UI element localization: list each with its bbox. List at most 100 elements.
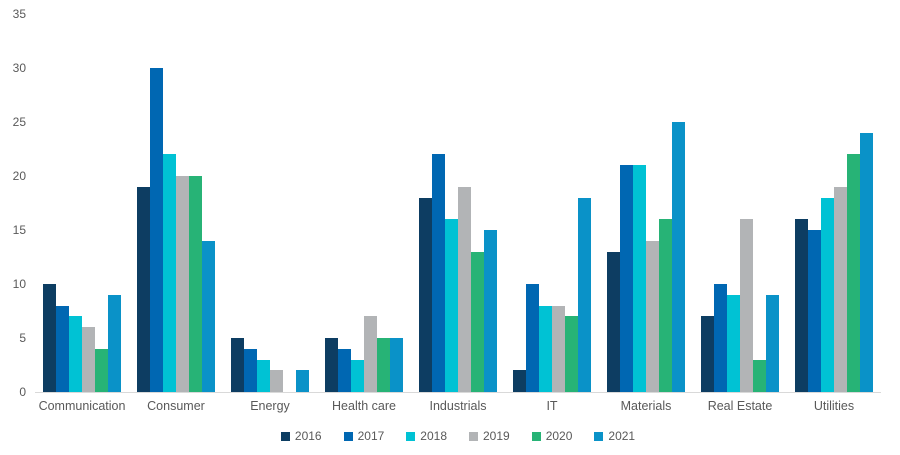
bar-utilities-2016 <box>795 219 808 392</box>
bar-group-health-care <box>317 14 411 392</box>
legend-label-2017: 2017 <box>357 429 385 443</box>
legend-swatch-2017 <box>343 431 353 441</box>
y-tick-label-5: 5 <box>19 331 26 345</box>
bar-energy-2021 <box>296 370 309 392</box>
legend-label-2020: 2020 <box>545 429 573 443</box>
bar-industrials-2016 <box>419 198 432 392</box>
bar-it-2018 <box>539 306 552 392</box>
bar-group-industrials <box>411 14 505 392</box>
bar-utilities-2018 <box>821 198 834 392</box>
bar-materials-2019 <box>646 241 659 392</box>
x-label-communication: Communication <box>38 399 126 413</box>
legend: 2016 2017 2018 2019 2020 2021 <box>35 429 881 443</box>
bar-utilities-2020 <box>847 154 860 392</box>
x-axis: Communication Consumer Energy Health care In… <box>35 399 881 413</box>
bar-materials-2021 <box>672 122 685 392</box>
bar-consumer-2020 <box>189 176 202 392</box>
bar-real-estate-2017 <box>714 284 727 392</box>
bar-it-2017 <box>526 284 539 392</box>
bar-real-estate-2020 <box>753 360 766 392</box>
legend-label-2018: 2018 <box>420 429 447 443</box>
bar-consumer-2017 <box>150 68 163 392</box>
legend-item-2018: 2018 <box>406 429 447 443</box>
bar-group-communication <box>35 14 129 392</box>
x-label-health-care: Health care <box>332 399 396 413</box>
bar-materials-2017 <box>620 165 633 392</box>
bar-industrials-2019 <box>458 187 471 392</box>
bar-health-care-2021 <box>390 338 403 392</box>
legend-item-2021: 2021 <box>594 429 635 443</box>
bar-utilities-2021 <box>860 133 873 392</box>
legend-item-2019: 2019 <box>469 429 510 443</box>
bar-real-estate-2018 <box>727 295 740 392</box>
y-tick-label-25: 25 <box>12 115 26 129</box>
bar-communication-2016 <box>43 284 56 392</box>
bar-real-estate-2019 <box>740 219 753 392</box>
legend-label-2016: 2016 <box>294 429 322 443</box>
legend-swatch-2016 <box>280 431 290 441</box>
bar-it-2020 <box>565 316 578 392</box>
plot-area <box>35 14 881 393</box>
bar-energy-2018 <box>257 360 270 392</box>
bar-consumer-2019 <box>176 176 189 392</box>
bar-materials-2020 <box>659 219 672 392</box>
legend-item-2016: 2016 <box>280 429 322 443</box>
y-tick-label-20: 20 <box>12 169 26 183</box>
bar-consumer-2016 <box>137 187 150 392</box>
bar-energy-2017 <box>244 349 257 392</box>
legend-swatch-2018 <box>406 431 416 441</box>
legend-label-2019: 2019 <box>483 429 510 443</box>
y-tick-label-10: 10 <box>12 277 26 291</box>
bar-it-2016 <box>513 370 526 392</box>
bar-consumer-2018 <box>163 154 176 392</box>
y-tick-label-0: 0 <box>19 385 26 399</box>
y-tick-label-35: 35 <box>12 7 26 21</box>
bar-health-care-2017 <box>338 349 351 392</box>
x-label-industrials: Industrials <box>429 399 487 413</box>
legend-swatch-2020 <box>531 431 541 441</box>
bar-it-2019 <box>552 306 565 392</box>
legend-swatch-2021 <box>594 431 604 441</box>
bar-communication-2020 <box>95 349 108 392</box>
bar-group-consumer <box>129 14 223 392</box>
bar-health-care-2018 <box>351 360 364 392</box>
y-tick-label-15: 15 <box>12 223 26 237</box>
bar-group-materials <box>599 14 693 392</box>
bar-consumer-2021 <box>202 241 215 392</box>
y-tick-label-30: 30 <box>12 61 26 75</box>
bar-group-it <box>505 14 599 392</box>
bar-industrials-2018 <box>445 219 458 392</box>
bar-energy-2016 <box>231 338 244 392</box>
x-label-real-estate: Real Estate <box>707 399 773 413</box>
bar-group-real-estate <box>693 14 787 392</box>
bar-energy-2019 <box>270 370 283 392</box>
x-label-energy: Energy <box>250 399 290 413</box>
bar-communication-2021 <box>108 295 121 392</box>
bar-utilities-2019 <box>834 187 847 392</box>
x-label-consumer: Consumer <box>147 399 205 413</box>
bar-industrials-2020 <box>471 252 484 392</box>
bar-it-2021 <box>578 198 591 392</box>
x-label-it: IT <box>546 399 558 413</box>
legend-item-2020: 2020 <box>531 429 573 443</box>
bar-group-utilities <box>787 14 881 392</box>
bar-industrials-2017 <box>432 154 445 392</box>
bar-health-care-2020 <box>377 338 390 392</box>
legend-label-2021: 2021 <box>608 429 636 443</box>
bar-real-estate-2016 <box>701 316 714 392</box>
bar-communication-2017 <box>56 306 69 392</box>
bar-materials-2016 <box>607 252 620 392</box>
bar-materials-2018 <box>633 165 646 392</box>
bar-utilities-2017 <box>808 230 821 392</box>
x-label-utilities: Utilities <box>813 399 855 413</box>
bar-health-care-2016 <box>325 338 338 392</box>
legend-item-2017: 2017 <box>343 429 385 443</box>
x-label-materials: Materials <box>620 399 672 413</box>
bar-group-energy <box>223 14 317 392</box>
legend-swatch-2019 <box>469 431 478 441</box>
bar-real-estate-2021 <box>766 295 779 392</box>
bar-industrials-2021 <box>484 230 497 392</box>
bar-communication-2018 <box>69 316 82 392</box>
bar-health-care-2019 <box>364 316 377 392</box>
